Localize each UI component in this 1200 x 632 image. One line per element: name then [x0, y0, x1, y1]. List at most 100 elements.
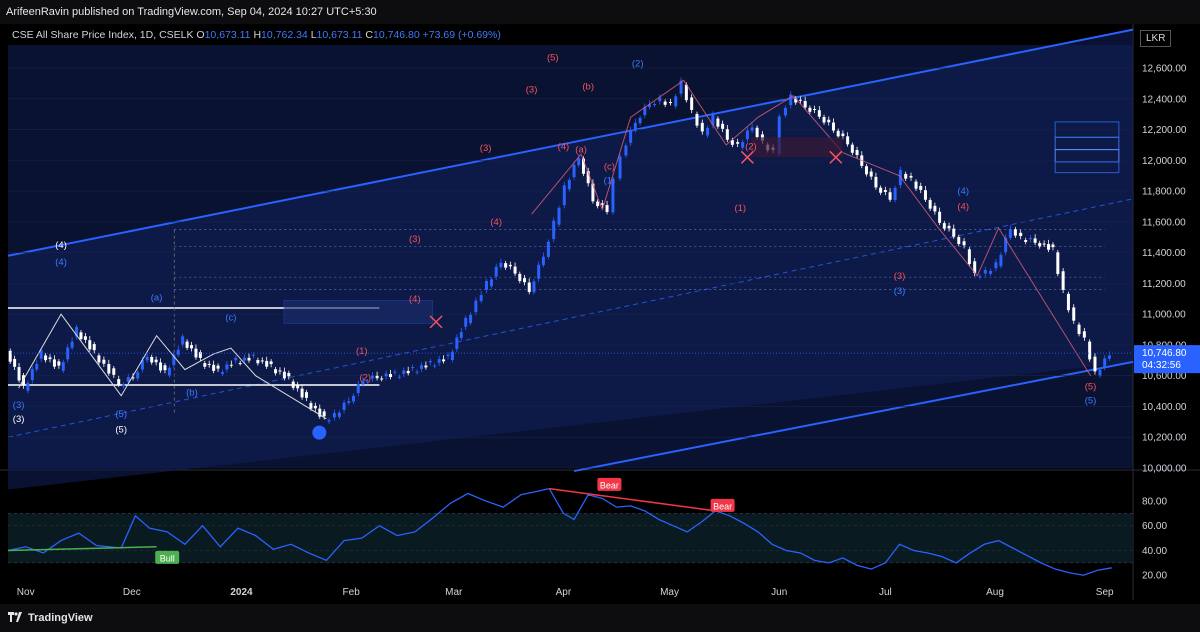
candle-body [229, 364, 233, 366]
candle-body [154, 359, 158, 363]
candle-body [668, 102, 672, 104]
candle-body [541, 256, 545, 266]
candle-body [777, 116, 781, 154]
wave-label: (b) [186, 388, 198, 399]
wave-label: (a) [151, 292, 163, 303]
candle-body [888, 192, 892, 200]
candle-body [356, 384, 360, 394]
candle-body [402, 370, 406, 374]
time-axis-label: Jun [771, 587, 787, 598]
candle-body [318, 408, 322, 417]
candle-body [874, 176, 878, 188]
currency-button[interactable]: LKR [1140, 30, 1172, 47]
wave-label: (3) [526, 85, 538, 96]
candle-body [97, 355, 101, 363]
cross-marker [740, 150, 754, 164]
candle-body [1019, 232, 1023, 237]
wave-label: (1) [356, 346, 368, 357]
candle-body [1093, 356, 1097, 372]
candle-body [611, 179, 615, 213]
candle-body [397, 376, 401, 378]
wave-label: (5) [1085, 382, 1097, 393]
candle-body [596, 201, 600, 207]
candle-body [822, 116, 826, 123]
candle-body [35, 363, 39, 370]
candle-body [406, 370, 410, 374]
candle-body [1066, 293, 1070, 311]
wave-label: (3) [894, 271, 906, 282]
bull-label-box [155, 550, 180, 564]
candle-body [706, 127, 710, 136]
chart-canvas[interactable]: 10,000.0010,200.0010,400.0010,600.0010,8… [0, 0, 1200, 604]
wave-label: (4) [55, 240, 67, 251]
candle-body [638, 117, 642, 124]
candle-body [384, 373, 388, 377]
wave-label: (3) [894, 286, 906, 297]
symbol-name: CSE All Share Price Index, 1D, CSELK [12, 29, 194, 41]
candle-body [973, 261, 977, 273]
candle-body [66, 347, 70, 360]
candle-body [494, 266, 498, 277]
rsi-tick-label: 60.00 [1142, 521, 1167, 532]
candle-body [572, 164, 576, 178]
wave-label: (4) [558, 142, 570, 153]
price-tick-label: 12,000.00 [1142, 156, 1187, 167]
candle-body [30, 369, 34, 381]
time-axis-label: Mar [445, 587, 463, 598]
bull-divergence-line [7, 546, 157, 552]
candle-body [313, 405, 317, 409]
candle-body [755, 127, 759, 138]
channel-mid-line [7, 198, 1134, 438]
candle-body [978, 276, 982, 278]
candle-body [808, 107, 812, 112]
time-axis-label: 2024 [230, 587, 253, 598]
candle-body [370, 375, 374, 379]
candle-body [296, 385, 300, 389]
candle-body [424, 365, 428, 368]
wave-label: (1) [604, 175, 616, 186]
candle-body [967, 249, 971, 265]
price-tick-label: 10,200.00 [1142, 433, 1187, 444]
candle-body [962, 241, 966, 246]
candle-body [999, 254, 1003, 267]
candle-body [428, 360, 432, 363]
candle-body [433, 365, 437, 367]
candle-body [864, 166, 868, 175]
candle-body [1051, 244, 1055, 248]
candle-body [247, 357, 251, 361]
candle-body [220, 372, 224, 374]
candle-body [725, 129, 729, 140]
candle-body [952, 228, 956, 237]
candle-body [658, 97, 662, 102]
supply-zone-box [283, 300, 433, 324]
candle-body [57, 361, 61, 366]
candle-body [841, 133, 845, 137]
candle-body [1103, 358, 1107, 368]
candle-body [256, 360, 260, 364]
candle-body [484, 280, 488, 290]
candle-body [282, 371, 286, 379]
open-label: O [196, 29, 205, 41]
candle-body [994, 262, 998, 269]
time-axis-label: May [660, 587, 679, 598]
wave-label: (3) [480, 143, 492, 154]
change-value: +73.69 (+0.69%) [422, 29, 501, 41]
candle-body [679, 80, 683, 94]
wave-label: (b) [582, 82, 594, 93]
candle-body [745, 130, 749, 140]
candle-body [850, 144, 854, 153]
wave-zigzag-white [18, 313, 327, 420]
candle-body [352, 395, 356, 402]
candle-body [216, 365, 220, 369]
candle-body [75, 327, 79, 337]
bear-label-box [597, 477, 622, 491]
candle-body [716, 118, 720, 127]
price-tick-label: 10,000.00 [1142, 464, 1187, 475]
candle-body [474, 300, 478, 313]
candle-body [869, 171, 873, 177]
low-label: L [310, 29, 317, 41]
candle-body [225, 364, 229, 370]
candle-body [304, 392, 308, 398]
wave-label: (2) [745, 142, 757, 153]
candle-body [361, 381, 365, 385]
